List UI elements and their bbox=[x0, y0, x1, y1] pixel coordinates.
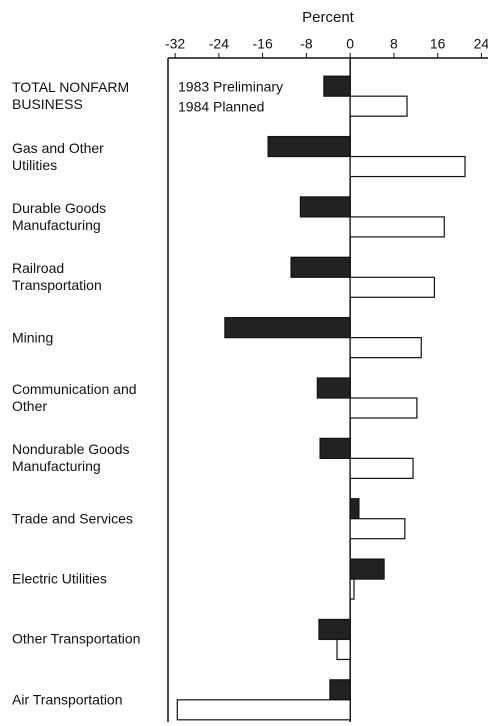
bar bbox=[299, 196, 351, 218]
bar bbox=[329, 679, 351, 701]
bar bbox=[290, 256, 351, 278]
bar bbox=[267, 135, 351, 158]
axis-title: Percent bbox=[302, 9, 355, 26]
bar bbox=[349, 518, 406, 540]
x-tick-label: -16 bbox=[253, 36, 273, 52]
bar bbox=[349, 498, 360, 520]
bar bbox=[176, 699, 351, 721]
category-label: Other Transportation bbox=[12, 630, 141, 647]
x-tick-label: -8 bbox=[300, 36, 313, 52]
category-label: Railroad Transportation bbox=[12, 260, 102, 294]
bar bbox=[319, 437, 351, 459]
category-label: Communication and Other bbox=[12, 381, 137, 414]
x-tick-label: -24 bbox=[209, 36, 229, 52]
bar bbox=[323, 75, 351, 97]
legend-label: 1984 Planned bbox=[178, 99, 264, 115]
bar bbox=[336, 638, 351, 661]
x-tick-label: 16 bbox=[430, 36, 446, 52]
bar bbox=[349, 578, 355, 600]
bar bbox=[349, 337, 422, 359]
x-tick-label: 24 bbox=[474, 36, 488, 52]
bar bbox=[349, 95, 408, 117]
bar bbox=[349, 457, 414, 479]
x-tick-label: 8 bbox=[390, 36, 398, 52]
category-label: TOTAL NONFARM BUSINESS bbox=[12, 79, 130, 113]
category-label: Mining bbox=[12, 329, 54, 346]
bar bbox=[349, 155, 466, 178]
category-label: Air Transportation bbox=[12, 691, 123, 708]
bar bbox=[318, 618, 351, 641]
x-tick-label: 0 bbox=[346, 36, 354, 52]
legend-label: 1983 Preliminary bbox=[178, 79, 283, 95]
bar bbox=[349, 558, 385, 580]
category-label: Gas and Other Utilities bbox=[12, 139, 104, 173]
category-label: Electric Utilities bbox=[12, 570, 107, 587]
bar bbox=[316, 377, 351, 399]
bar bbox=[349, 397, 418, 419]
x-tick-label: -32 bbox=[165, 36, 185, 52]
category-label: Trade and Services bbox=[12, 510, 133, 527]
bar bbox=[349, 216, 445, 238]
bar bbox=[349, 276, 435, 298]
bar bbox=[224, 317, 351, 339]
category-label: Nondurable Goods Manufacturing bbox=[12, 441, 130, 475]
category-label: Durable Goods Manufacturing bbox=[12, 199, 107, 233]
